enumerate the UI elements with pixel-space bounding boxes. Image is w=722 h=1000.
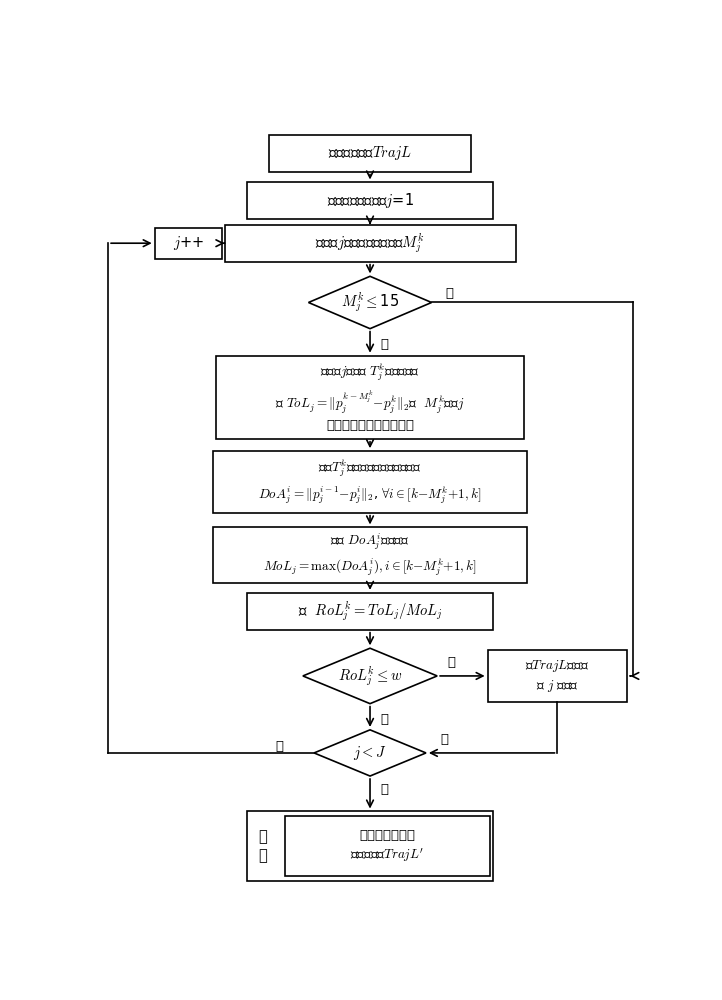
Text: 滤除可疑轨迹后
的轨迹列表$TrajL'$: 滤除可疑轨迹后 的轨迹列表$TrajL'$ <box>350 829 425 864</box>
Text: 输
出: 输 出 <box>258 829 267 864</box>
Text: $M_j^k\leq$15: $M_j^k\leq$15 <box>341 291 399 314</box>
Text: 从$TrajL$中删除
第 $j$ 条轨迹: 从$TrajL$中删除 第 $j$ 条轨迹 <box>526 658 589 694</box>
Text: 否: 否 <box>440 733 448 746</box>
Text: 初始化轨迹计数器$j$=1: 初始化轨迹计数器$j$=1 <box>326 191 414 210</box>
Text: $j < J$: $j < J$ <box>353 744 387 762</box>
Text: 否: 否 <box>380 783 388 796</box>
Text: 否: 否 <box>380 713 388 726</box>
Polygon shape <box>314 730 426 776</box>
FancyBboxPatch shape <box>269 135 471 172</box>
Text: 是: 是 <box>275 740 283 753</box>
FancyBboxPatch shape <box>225 225 516 262</box>
Text: 输入轨迹列表$TrajL$: 输入轨迹列表$TrajL$ <box>328 144 412 162</box>
FancyBboxPatch shape <box>216 356 524 439</box>
FancyBboxPatch shape <box>155 228 222 259</box>
Polygon shape <box>308 276 432 329</box>
FancyBboxPatch shape <box>487 650 627 702</box>
Text: $RoL_j^k\leq w$: $RoL_j^k\leq w$ <box>338 664 402 688</box>
Text: 否: 否 <box>445 287 453 300</box>
Text: 计算第$j$条轨迹 $T_j^k$的位移总长
度 $ToL_j{=}\|p_j^{k-M_j^k}{-}p_j^k\|_2$，  $M_j^k$是第$j$
条轨: 计算第$j$条轨迹 $T_j^k$的位移总长 度 $ToL_j{=}\|p_j^… <box>275 362 465 432</box>
FancyBboxPatch shape <box>247 593 493 630</box>
Text: $j$++: $j$++ <box>173 234 204 252</box>
Text: 是: 是 <box>380 338 388 351</box>
Text: 计算 $DoA_j^i$的最大值
$MoL_j{=}\max(DoA_j^i),i\in[k{-}M_j^k{+}1,k]$: 计算 $DoA_j^i$的最大值 $MoL_j{=}\max(DoA_j^i),… <box>264 532 477 578</box>
FancyBboxPatch shape <box>214 451 527 513</box>
Polygon shape <box>303 648 438 704</box>
Text: 计算第$j$条轨迹的轨迹长度$M_j^k$: 计算第$j$条轨迹的轨迹长度$M_j^k$ <box>315 231 425 255</box>
Text: 记  $RoL_j^k{=}ToL_j / MoL_j$: 记 $RoL_j^k{=}ToL_j / MoL_j$ <box>297 599 443 623</box>
FancyBboxPatch shape <box>247 182 493 219</box>
Text: 是: 是 <box>447 656 456 669</box>
FancyBboxPatch shape <box>285 816 490 876</box>
FancyBboxPatch shape <box>247 811 493 881</box>
FancyBboxPatch shape <box>214 527 527 583</box>
Text: 计算$T_j^k$中任何相邻轨迹点的位移
$DoA_j^i{=}\|p_j^{i-1}{-}p_j^i\|_2$, $\forall i\in[k{-}M_j^: 计算$T_j^k$中任何相邻轨迹点的位移 $DoA_j^i{=}\|p_j^{i… <box>258 458 482 506</box>
